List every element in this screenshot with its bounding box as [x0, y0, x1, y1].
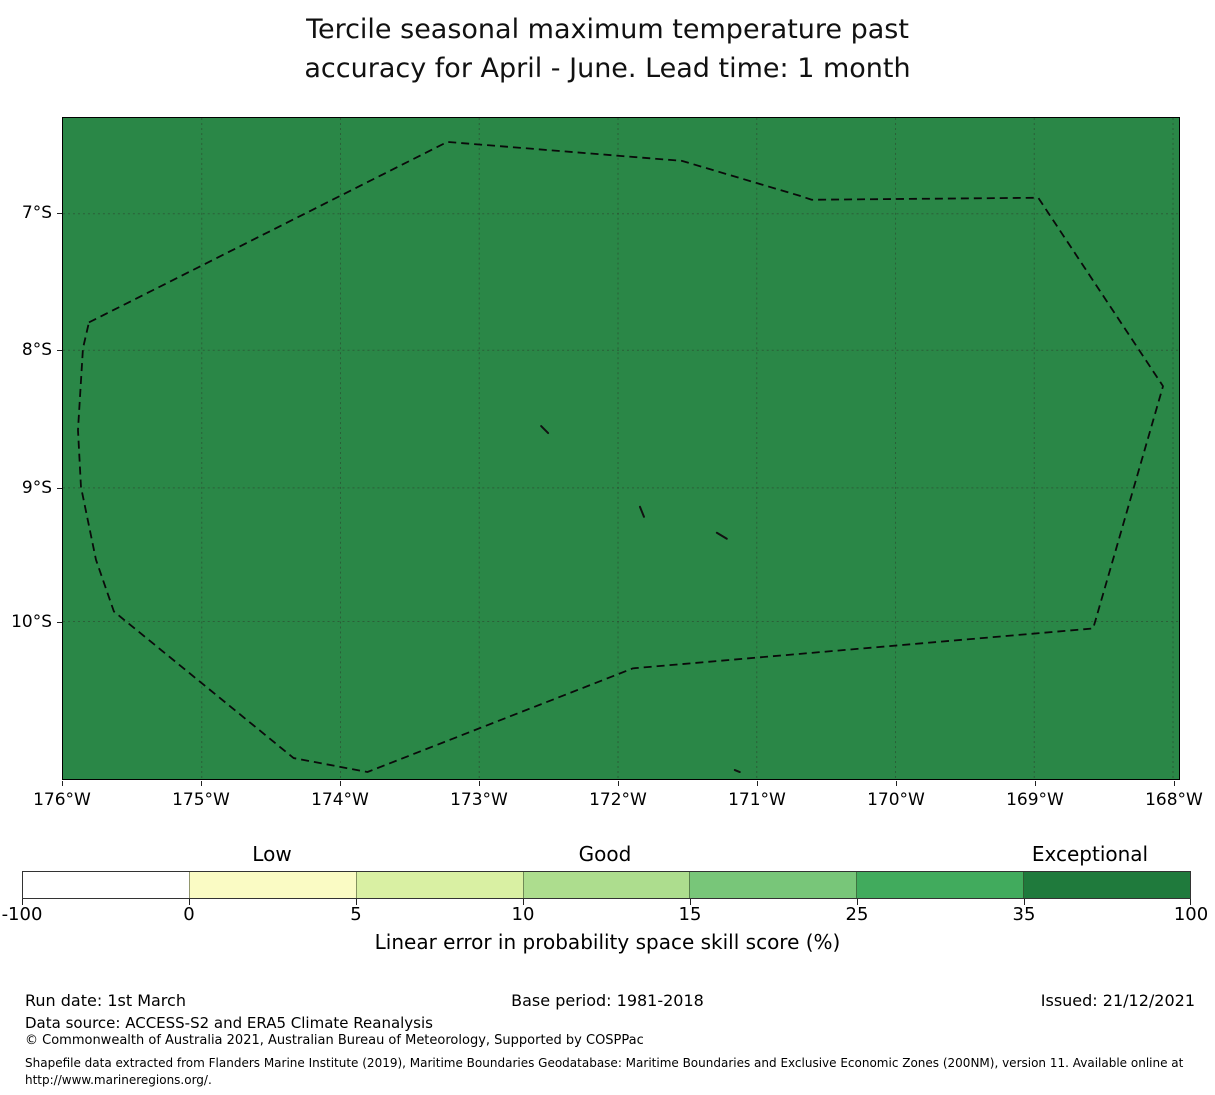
cbar-tick-5: 5	[350, 904, 362, 925]
shapefile-note-line2: http://www.marineregions.org/.	[25, 1073, 212, 1087]
issued-label: Issued: 21/12/2021	[1040, 991, 1195, 1010]
base-period-label: Base period: 1981-2018	[511, 991, 704, 1010]
colorbar-tick	[1024, 899, 1025, 905]
ytick-7s: 7°S	[21, 203, 52, 223]
axis-tick	[201, 781, 202, 786]
xtick-174w: 174°W	[311, 790, 369, 810]
cbar-tick-100: 100	[1173, 904, 1209, 925]
data-source-label: Data source: ACCESS-S2 and ERA5 Climate …	[25, 1014, 433, 1032]
shapefile-note-line1: Shapefile data extracted from Flanders M…	[25, 1056, 1184, 1070]
legend-label-exceptional: Exceptional	[1031, 842, 1149, 866]
cbar-tick-0: 0	[183, 904, 195, 925]
colorbar-segment-2	[355, 872, 523, 898]
chart-title: Tercile seasonal maximum temperature pas…	[0, 10, 1215, 88]
legend-label-good: Good	[578, 842, 632, 866]
xtick-172w: 172°W	[589, 790, 647, 810]
colorbar-segment-4	[689, 872, 857, 898]
xtick-170w: 170°W	[867, 790, 925, 810]
axis-tick	[62, 781, 63, 786]
axis-tick	[57, 213, 62, 214]
colorbar-segment-1	[188, 872, 356, 898]
chart-title-line2: accuracy for April - June. Lead time: 1 …	[304, 53, 911, 84]
cbar-tick-neg100: -100	[1, 904, 43, 925]
eez-boundary-dashed	[77, 141, 1164, 773]
colorbar-axis-label: Linear error in probability space skill …	[374, 930, 841, 954]
map-canvas	[63, 118, 1179, 779]
axis-tick	[1174, 781, 1175, 786]
cbar-tick-10: 10	[511, 904, 535, 925]
axis-tick	[479, 781, 480, 786]
island-atoll-4	[733, 769, 741, 774]
ytick-8s: 8°S	[21, 340, 52, 360]
xtick-175w: 175°W	[172, 790, 230, 810]
axis-tick	[896, 781, 897, 786]
axis-tick	[57, 622, 62, 623]
island-atoll-1	[540, 425, 550, 435]
axis-tick	[340, 781, 341, 786]
xtick-171w: 171°W	[728, 790, 786, 810]
xtick-169w: 169°W	[1006, 790, 1064, 810]
colorbar-segment-0	[23, 872, 189, 898]
map-plot	[62, 117, 1180, 780]
colorbar-tick	[22, 899, 23, 905]
run-date-label: Run date: 1st March	[25, 991, 186, 1010]
xtick-173w: 173°W	[450, 790, 508, 810]
axis-tick	[618, 781, 619, 786]
xtick-168w: 168°W	[1145, 790, 1203, 810]
cbar-tick-25: 25	[845, 904, 869, 925]
copyright-label: © Commonwealth of Australia 2021, Austra…	[25, 1033, 644, 1048]
colorbar	[22, 871, 1191, 899]
axis-tick	[1035, 781, 1036, 786]
island-atoll-2	[638, 505, 645, 518]
ytick-9s: 9°S	[21, 478, 52, 498]
chart-title-line1: Tercile seasonal maximum temperature pas…	[306, 14, 909, 45]
graticule	[63, 118, 1179, 779]
colorbar-segment-5	[856, 872, 1024, 898]
cbar-tick-15: 15	[678, 904, 702, 925]
colorbar-tick	[1190, 899, 1191, 905]
axis-tick	[757, 781, 758, 786]
axis-tick	[57, 488, 62, 489]
colorbar-segment-3	[522, 872, 690, 898]
colorbar-tick	[356, 899, 357, 905]
colorbar-tick	[690, 899, 691, 905]
axis-tick	[57, 350, 62, 351]
legend-label-low: Low	[252, 842, 292, 866]
colorbar-tick	[189, 899, 190, 905]
colorbar-tick	[523, 899, 524, 905]
cbar-tick-35: 35	[1012, 904, 1036, 925]
island-atoll-3	[715, 531, 728, 540]
colorbar-segment-6	[1023, 872, 1191, 898]
xtick-176w: 176°W	[33, 790, 91, 810]
ytick-10s: 10°S	[11, 612, 52, 632]
colorbar-tick	[857, 899, 858, 905]
